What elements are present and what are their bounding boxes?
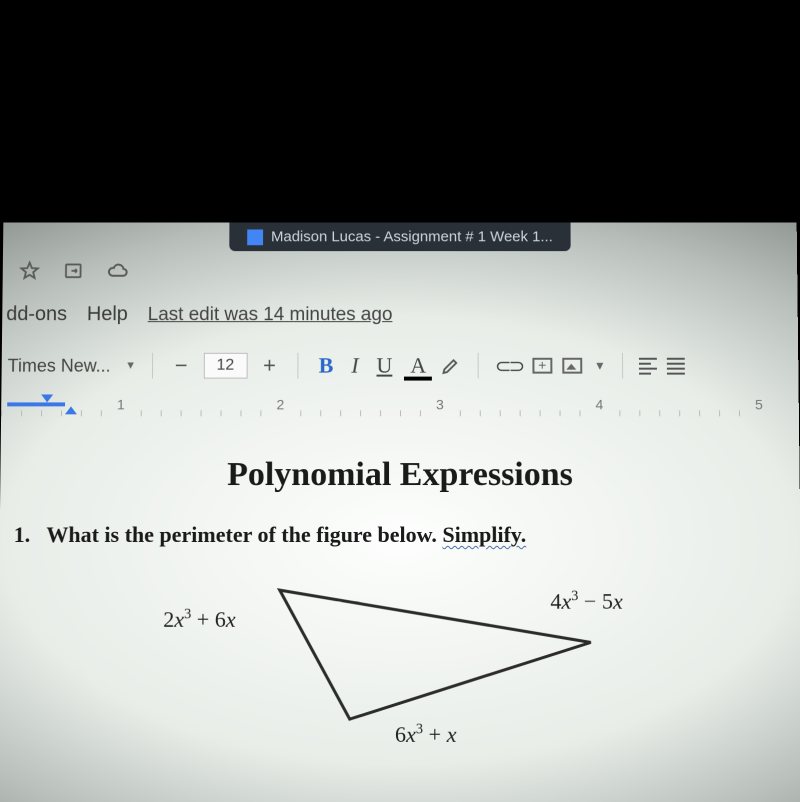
- chevron-down-icon: ▼: [125, 360, 136, 372]
- question-number: 1.: [14, 522, 31, 547]
- first-line-indent-icon[interactable]: [41, 394, 53, 402]
- ruler-number: 1: [117, 396, 125, 412]
- side-bottom-label: 6x3 + x: [395, 721, 457, 748]
- ruler-number: 5: [755, 396, 763, 412]
- cloud-saved-icon[interactable]: [106, 260, 128, 282]
- text-color-button[interactable]: A: [406, 353, 430, 379]
- tab-title: Madison Lucas - Assignment # 1 Week 1...: [271, 228, 553, 245]
- horizontal-ruler[interactable]: 1 2 3 4 5: [1, 392, 799, 416]
- font-size-decrease[interactable]: −: [169, 353, 194, 379]
- edit-status[interactable]: Last edit was 14 minutes ago: [148, 304, 393, 326]
- chevron-down-icon: ▼: [594, 359, 606, 373]
- browser-tab[interactable]: Madison Lucas - Assignment # 1 Week 1...: [229, 223, 570, 252]
- align-center-button[interactable]: [666, 357, 684, 374]
- star-icon[interactable]: [19, 260, 41, 282]
- docs-icon: [247, 229, 263, 245]
- side-left-label: 2x3 + 6x: [163, 606, 235, 632]
- insert-link-button[interactable]: ⊂⊃: [495, 353, 522, 378]
- insert-image-button[interactable]: [562, 358, 582, 374]
- ruler-number: 4: [595, 396, 603, 412]
- font-size-increase[interactable]: +: [257, 353, 282, 379]
- menu-addons[interactable]: dd-ons: [6, 303, 67, 326]
- italic-button[interactable]: I: [347, 353, 362, 379]
- triangle-figure: 2x3 + 6x 4x3 − 5x 6x3 + x: [219, 570, 642, 751]
- side-right-label: 4x3 − 5x: [550, 588, 622, 614]
- underline-button[interactable]: U: [373, 353, 397, 379]
- formatting-toolbar: Times New... ▼ − 12 + B I U A ⊂⊃ ▼: [1, 343, 798, 389]
- bold-button[interactable]: B: [315, 353, 338, 379]
- doc-action-row: [19, 260, 128, 282]
- doc-title: Polynomial Expressions: [0, 456, 800, 494]
- toolbar-separator: [152, 353, 153, 379]
- menu-help[interactable]: Help: [87, 303, 128, 326]
- toolbar-separator: [622, 353, 623, 379]
- font-family-select[interactable]: Times New...: [8, 355, 116, 376]
- ruler-number: 2: [276, 396, 284, 412]
- toolbar-separator: [298, 353, 299, 379]
- question-tail: Simplify.: [442, 522, 526, 547]
- screen-surface: Madison Lucas - Assignment # 1 Week 1...…: [0, 223, 800, 802]
- move-icon[interactable]: [62, 260, 84, 282]
- toolbar-separator: [478, 353, 479, 379]
- add-comment-button[interactable]: [532, 358, 552, 374]
- document-body[interactable]: Polynomial Expressions 1. What is the pe…: [0, 456, 800, 548]
- question-text: What is the perimeter of the figure belo…: [46, 522, 437, 547]
- highlight-button[interactable]: [440, 355, 462, 377]
- align-left-button[interactable]: [639, 357, 657, 374]
- indent-bar: [7, 402, 65, 406]
- question-1: 1. What is the perimeter of the figure b…: [0, 522, 800, 548]
- ruler-number: 3: [436, 396, 444, 412]
- font-size-input[interactable]: 12: [204, 353, 248, 379]
- left-indent-icon[interactable]: [65, 406, 77, 414]
- menu-bar: dd-ons Help Last edit was 14 minutes ago: [2, 303, 392, 326]
